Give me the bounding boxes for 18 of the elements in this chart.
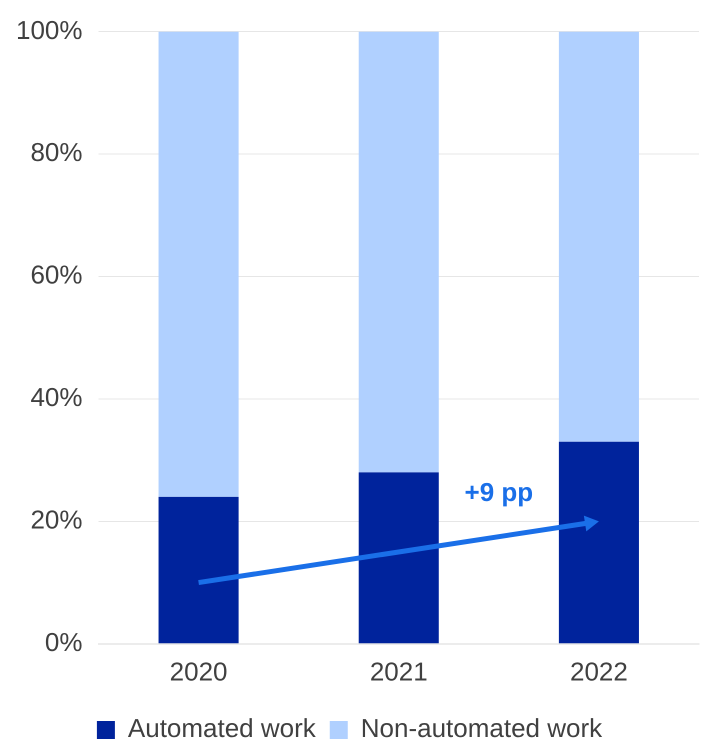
x-tick-label: 2022 [570, 656, 628, 687]
y-tick-label: 80% [30, 137, 82, 168]
annotation: +9 pp [464, 476, 534, 507]
x-tick-label: 2020 [170, 656, 228, 687]
y-tick-label: 60% [30, 260, 82, 290]
bar [158, 496, 239, 644]
legend-label: Automated work [128, 713, 317, 744]
y-tick-label: 100% [16, 14, 82, 45]
y-tick-label: 40% [30, 382, 82, 412]
bar [358, 32, 439, 472]
x-tick-label: 2021 [370, 656, 428, 687]
bar [158, 32, 239, 497]
y-tick-label: 20% [30, 504, 82, 535]
legend-label: Non-automated work [360, 713, 604, 744]
bar [558, 32, 639, 442]
bar [558, 442, 639, 644]
bar [358, 472, 439, 644]
y-tick-label: 0% [44, 626, 82, 657]
